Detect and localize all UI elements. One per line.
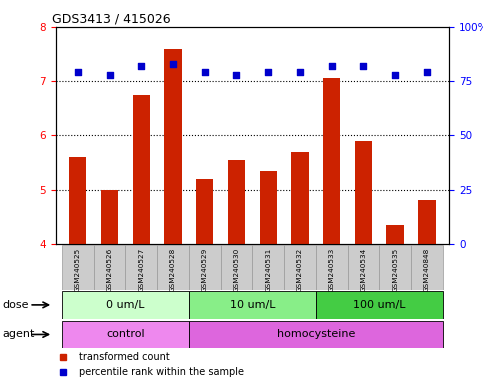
Bar (189, 245, 221, 290)
Bar (386, 225, 404, 244)
Text: 100 um/L: 100 um/L (353, 300, 406, 310)
Text: GSM240848: GSM240848 (424, 248, 430, 292)
Point (74, 70, 82, 76)
Bar (316, 245, 348, 290)
Point (201, 70, 209, 76)
Bar (291, 152, 309, 244)
Bar (284, 245, 316, 290)
Bar (323, 78, 341, 244)
Text: GSM240535: GSM240535 (392, 248, 398, 292)
Bar (228, 160, 245, 244)
Bar (189, 321, 443, 348)
Point (233, 71, 241, 78)
Point (169, 61, 177, 67)
Point (423, 70, 431, 76)
Point (360, 63, 368, 69)
Text: agent: agent (2, 329, 35, 339)
Text: percentile rank within the sample: percentile rank within the sample (79, 367, 244, 377)
Text: 10 um/L: 10 um/L (229, 300, 275, 310)
Point (391, 71, 399, 78)
Bar (379, 245, 411, 290)
Text: GSM240533: GSM240533 (329, 248, 335, 292)
Text: GSM240525: GSM240525 (75, 248, 81, 292)
Bar (126, 245, 157, 290)
Bar (164, 49, 182, 244)
Text: GSM240527: GSM240527 (138, 248, 144, 292)
Text: GSM240531: GSM240531 (265, 248, 271, 292)
Bar (348, 245, 379, 290)
Text: dose: dose (2, 300, 29, 310)
Bar (253, 245, 284, 290)
Bar (189, 291, 316, 319)
Point (328, 63, 336, 69)
Text: 0 um/L: 0 um/L (106, 300, 144, 310)
Bar (355, 141, 372, 244)
Text: GSM240526: GSM240526 (107, 248, 113, 292)
Point (106, 71, 114, 78)
Bar (196, 179, 213, 244)
Point (296, 70, 304, 76)
Text: GSM240532: GSM240532 (297, 248, 303, 292)
Bar (62, 245, 94, 290)
Text: control: control (106, 329, 145, 339)
Bar (418, 200, 436, 244)
Point (264, 70, 272, 76)
Text: GSM240534: GSM240534 (360, 248, 367, 292)
Bar (62, 321, 189, 348)
Point (137, 63, 145, 69)
Text: GDS3413 / 415026: GDS3413 / 415026 (52, 13, 170, 26)
Bar (157, 245, 189, 290)
Bar (259, 170, 277, 244)
Bar (101, 190, 118, 244)
Bar (316, 291, 443, 319)
Text: GSM240529: GSM240529 (202, 248, 208, 292)
Bar (94, 245, 126, 290)
Text: GSM240528: GSM240528 (170, 248, 176, 292)
Bar (411, 245, 443, 290)
Bar (221, 245, 253, 290)
Bar (69, 157, 86, 244)
Text: GSM240530: GSM240530 (233, 248, 240, 292)
Bar (132, 95, 150, 244)
Bar (62, 291, 189, 319)
Text: transformed count: transformed count (79, 352, 170, 362)
Text: homocysteine: homocysteine (277, 329, 355, 339)
